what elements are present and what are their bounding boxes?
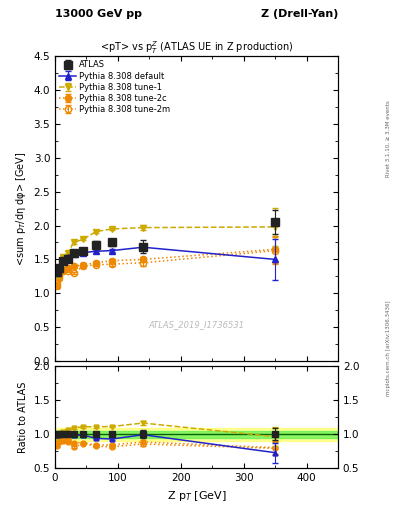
Text: mcplots.cern.ch [arXiv:1306.3436]: mcplots.cern.ch [arXiv:1306.3436] — [386, 301, 391, 396]
Bar — [55, 428, 338, 441]
Text: ATLAS_2019_I1736531: ATLAS_2019_I1736531 — [149, 320, 244, 329]
Y-axis label: <sum p$_T$/dη dφ> [GeV]: <sum p$_T$/dη dφ> [GeV] — [14, 152, 28, 266]
Legend: ATLAS, Pythia 8.308 default, Pythia 8.308 tune-1, Pythia 8.308 tune-2c, Pythia 8: ATLAS, Pythia 8.308 default, Pythia 8.30… — [57, 59, 172, 116]
Y-axis label: Ratio to ATLAS: Ratio to ATLAS — [18, 381, 28, 453]
X-axis label: Z p$_T$ [GeV]: Z p$_T$ [GeV] — [167, 489, 226, 503]
Text: 13000 GeV pp: 13000 GeV pp — [55, 9, 142, 19]
Text: Rivet 3.1.10, ≥ 3.3M events: Rivet 3.1.10, ≥ 3.3M events — [386, 100, 391, 177]
Text: Z (Drell-Yan): Z (Drell-Yan) — [261, 9, 338, 19]
Title: <pT> vs p$_T^Z$ (ATLAS UE in Z production): <pT> vs p$_T^Z$ (ATLAS UE in Z productio… — [100, 39, 293, 56]
Bar — [55, 431, 338, 438]
